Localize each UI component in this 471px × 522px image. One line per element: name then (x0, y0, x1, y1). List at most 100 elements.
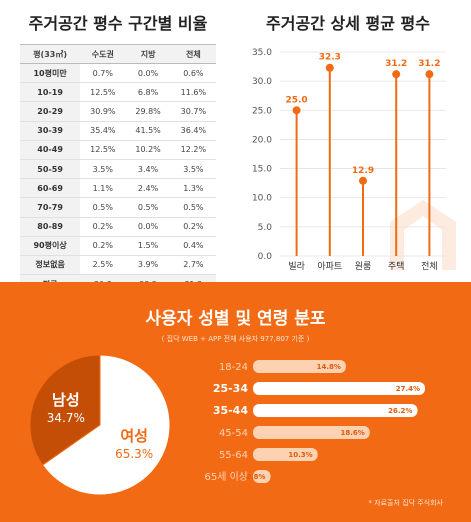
demographics-subtitle: ( 집닥 WEB + APP 전체 사용자 977,807 기준 ) (161, 335, 310, 343)
table-cell: 29.8% (125, 101, 171, 122)
table-cell: 0.2% (170, 217, 216, 237)
table-cell: 0.7% (80, 63, 126, 84)
table-cell: 0.5% (170, 197, 216, 218)
age-bar-value-label: 10.3% (288, 451, 312, 459)
table-row: 20-29 30.9% 29.8% 30.7% (20, 101, 216, 122)
table-cell: 36.4% (170, 121, 216, 141)
table-cell: 12.5% (80, 82, 126, 103)
table-cell: 3.5% (170, 159, 216, 180)
lollipop-point (425, 70, 434, 79)
y-tick-label: 15.0 (252, 165, 272, 175)
age-bar (253, 404, 418, 417)
x-tick-label: 아파트 (317, 261, 342, 272)
age-category-label: 45-54 (219, 428, 248, 439)
table-cell: 0.5% (80, 197, 126, 218)
table-row: 80-89 0.2% 0.0% 0.2% (20, 217, 216, 237)
table-row: 50-59 3.5% 3.4% 3.5% (20, 159, 216, 180)
age-bar-value-label: 26.2% (388, 407, 412, 415)
age-category-label: 25-34 (213, 382, 249, 395)
house-watermark-icon (390, 200, 456, 270)
table-header-cell: 평(33㎡) (20, 44, 81, 64)
table-cell: 12.2% (170, 140, 216, 160)
table-cell: 11.6% (170, 82, 216, 103)
table-row-label: 30-39 (20, 121, 81, 141)
table-cell: 12.5% (80, 140, 126, 160)
table-cell: 30.7% (170, 101, 216, 122)
table-cell: 35.4% (80, 121, 126, 141)
table-cell: 3.5% (80, 159, 126, 180)
table-row: 30-39 35.4% 41.5% 36.4% (20, 121, 216, 141)
table-cell: 2.4% (125, 178, 171, 199)
table-cell: 0.5% (125, 197, 171, 218)
age-category-label: 65세 이상 (204, 471, 248, 483)
lollipop-point (292, 106, 301, 115)
data-label: 12.9 (352, 166, 374, 176)
table-row-label: 80-89 (20, 217, 81, 237)
table-row: 정보없음 2.5% 3.9% 2.7% (20, 255, 216, 276)
age-bar (253, 360, 346, 373)
age-bar (253, 382, 425, 395)
table-row-label: 70-79 (20, 197, 81, 218)
y-tick-label: 0.0 (258, 252, 273, 262)
table-cell: 2.7% (170, 255, 216, 276)
demographics-title: 사용자 성별 및 연령 분포 (145, 309, 326, 329)
table-row: 40-49 12.5% 10.2% 12.2% (20, 140, 216, 160)
table-cell: 0.0% (125, 63, 171, 84)
age-bar-chart: 18-24 14.8% 25-34 27.4% 35-44 26.2% 45-54 18.6%… (204, 360, 425, 483)
age-bar-value-label: 18.6% (340, 429, 364, 437)
age-bar (253, 470, 271, 483)
table-cell: 0.0% (125, 217, 171, 237)
table-cell: 41.5% (125, 121, 171, 141)
table-header-row: 평(33㎡) 수도권 지방 전체 (20, 44, 216, 64)
pie-value-label: 34.7% (47, 411, 85, 425)
age-category-label: 18-24 (219, 362, 248, 373)
data-label: 31.2 (385, 59, 407, 69)
gender-pie-chart: 남성 34.7% 여성 65.3% (29, 354, 171, 496)
table-header-cell: 전체 (170, 44, 216, 64)
lollipop-point (325, 63, 334, 72)
x-tick-label: 원룸 (355, 261, 372, 272)
table-row: 70-79 0.5% 0.5% 0.5% (20, 197, 216, 218)
table-header-cell: 수도권 (80, 44, 126, 64)
age-bar (253, 448, 318, 461)
table-row: 10-19 12.5% 6.8% 11.6% (20, 82, 216, 103)
table-row-label: 50-59 (20, 159, 81, 180)
x-tick-label: 주택 (388, 261, 405, 272)
table-cell: 6.8% (125, 82, 171, 103)
x-tick-label: 전체 (421, 261, 438, 272)
table-cell: 1.1% (80, 178, 126, 199)
age-bar-value-label: 27.4% (396, 385, 420, 393)
pie-slice (41, 354, 171, 496)
data-label: 31.2 (418, 59, 440, 69)
table-header-cell: 지방 (125, 44, 171, 64)
age-bar-value-label: 14.8% (317, 363, 341, 371)
pie-label: 남성 (52, 391, 80, 409)
table-cell: 0.6% (170, 63, 216, 84)
lollipop-point (359, 176, 367, 185)
table-row: 90평이상 0.2% 1.5% 0.4% (20, 236, 216, 256)
table-cell: 3.4% (125, 159, 171, 180)
table-cell: 10.2% (125, 140, 171, 160)
table-cell: 0.4% (170, 236, 216, 256)
pie-label: 여성 (120, 427, 148, 445)
table-cell: 0.2% (80, 217, 126, 237)
x-tick-label: 빌라 (288, 261, 305, 272)
bottom-section: 사용자 성별 및 연령 분포 ( 집닥 WEB + APP 전체 사용자 977… (0, 282, 471, 522)
pie-slice (29, 354, 101, 466)
y-tick-label: 25.0 (252, 106, 272, 116)
table-row-label: 20-29 (20, 101, 81, 122)
age-category-label: 35-44 (213, 404, 249, 417)
table-cell: 30.9% (80, 101, 126, 122)
pie-value-label: 65.3% (115, 447, 153, 461)
source-note: * 자료출처 집닥 주식회사 (368, 499, 443, 507)
table-body: 10평미만 0.7% 0.0% 0.6% 10-19 12.5% 6.8% 11.6% 20-2… (20, 63, 216, 295)
average-size-chart: 0.0 5.0 10.0 15.0 20.0 25.0 30.0 35.0 25.0 빌라 32.3… (252, 48, 456, 272)
table-row-label: 10-19 (20, 82, 81, 103)
table-cell: 0.2% (80, 236, 126, 256)
table-cell: 1.3% (170, 178, 216, 199)
table-cell: 3.9% (125, 255, 171, 276)
table-cell: 1.5% (125, 236, 171, 256)
table-row-label: 정보없음 (20, 255, 81, 276)
y-tick-label: 30.0 (252, 77, 272, 87)
